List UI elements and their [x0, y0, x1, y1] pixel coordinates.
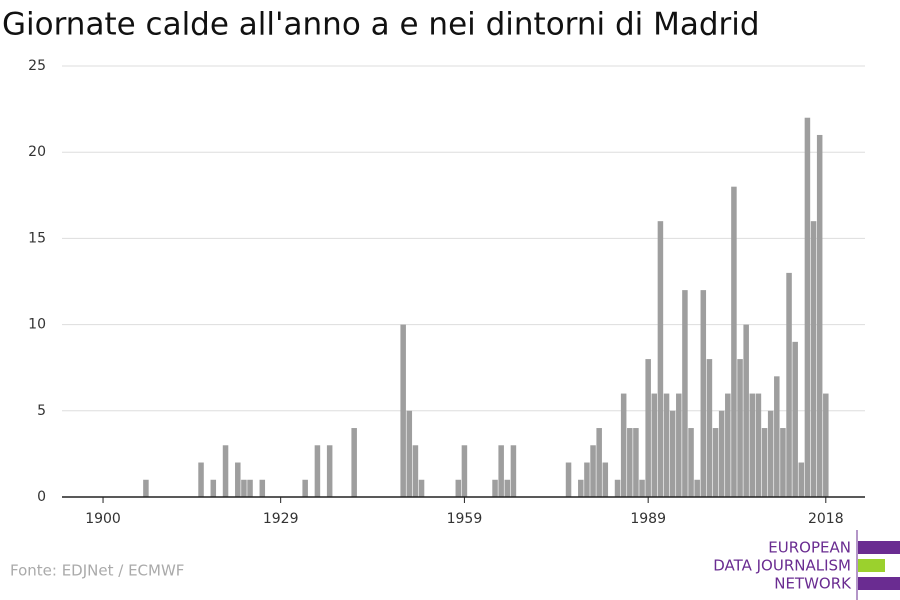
bar	[700, 290, 707, 497]
logo-bar	[858, 577, 900, 590]
logo-text: EUROPEAN	[768, 539, 851, 557]
bar	[743, 324, 749, 497]
bar	[786, 272, 792, 497]
y-tick-label: 15	[28, 230, 46, 246]
bar	[222, 445, 229, 497]
bar	[247, 479, 253, 497]
bar	[645, 359, 651, 497]
bar	[706, 359, 713, 497]
bar	[584, 462, 590, 497]
bar	[510, 445, 517, 497]
bar	[737, 359, 743, 497]
x-tick-label: 1989	[630, 511, 666, 527]
bar	[633, 428, 639, 497]
logo-text: DATA JOURNALISM	[713, 557, 851, 575]
bar	[676, 393, 682, 497]
bar	[498, 445, 504, 497]
bar	[351, 428, 357, 497]
bar	[620, 393, 627, 497]
source: Fonte: EDJNet / ECMWF	[10, 562, 184, 580]
bar	[761, 428, 768, 497]
bar	[780, 428, 786, 497]
bar	[406, 410, 413, 497]
logo: EUROPEAN DATA JOURNALISM NETWORK	[713, 530, 900, 600]
bar	[418, 479, 425, 497]
y-tick-label: 0	[37, 489, 46, 505]
bar	[627, 428, 633, 497]
bar	[755, 393, 762, 497]
bar	[461, 445, 468, 497]
y-tick-label: 10	[28, 317, 46, 333]
bar	[602, 462, 609, 497]
y-tick-label: 20	[28, 144, 46, 160]
bar	[798, 462, 805, 497]
bar	[718, 410, 725, 497]
bar	[590, 445, 596, 497]
bar	[810, 221, 817, 497]
bar	[210, 479, 217, 497]
bar	[694, 479, 700, 497]
bar	[241, 479, 247, 497]
bar	[143, 479, 149, 497]
bar	[682, 290, 688, 497]
bar	[639, 479, 645, 497]
bar	[504, 479, 511, 497]
bar	[455, 479, 462, 497]
x-tick-label: 1959	[447, 511, 483, 527]
logo-bar	[858, 559, 885, 572]
bar	[302, 479, 308, 497]
x-tick-label: 2018	[808, 511, 844, 527]
bar	[823, 393, 829, 497]
y-tick-label: 25	[28, 58, 46, 74]
bar	[651, 393, 658, 497]
bar	[663, 393, 670, 497]
logo-text: NETWORK	[774, 575, 852, 593]
bar	[657, 221, 664, 497]
bar	[688, 428, 694, 497]
x-tick-label: 1900	[85, 511, 121, 527]
bar	[565, 462, 572, 497]
bar	[731, 186, 737, 497]
y-tick-label: 5	[37, 403, 46, 419]
bar	[816, 134, 823, 497]
bar	[774, 376, 780, 497]
bar	[400, 324, 406, 497]
bar	[669, 410, 676, 497]
logo-bar	[858, 541, 900, 554]
bar	[792, 341, 798, 497]
bar	[749, 393, 756, 497]
chart-title: Giornate calde all'anno a e nei dintorni…	[2, 7, 760, 43]
bar	[767, 410, 774, 497]
bar	[259, 479, 266, 497]
bar	[725, 393, 731, 497]
bar	[614, 479, 621, 497]
bar	[578, 479, 584, 497]
bar	[804, 117, 811, 497]
bar	[198, 462, 204, 497]
bar	[712, 428, 719, 497]
bar	[492, 479, 498, 497]
bar	[314, 445, 321, 497]
bar	[412, 445, 419, 497]
bar	[326, 445, 333, 497]
bar	[235, 462, 241, 497]
x-tick-label: 1929	[263, 511, 299, 527]
bar	[596, 428, 602, 497]
